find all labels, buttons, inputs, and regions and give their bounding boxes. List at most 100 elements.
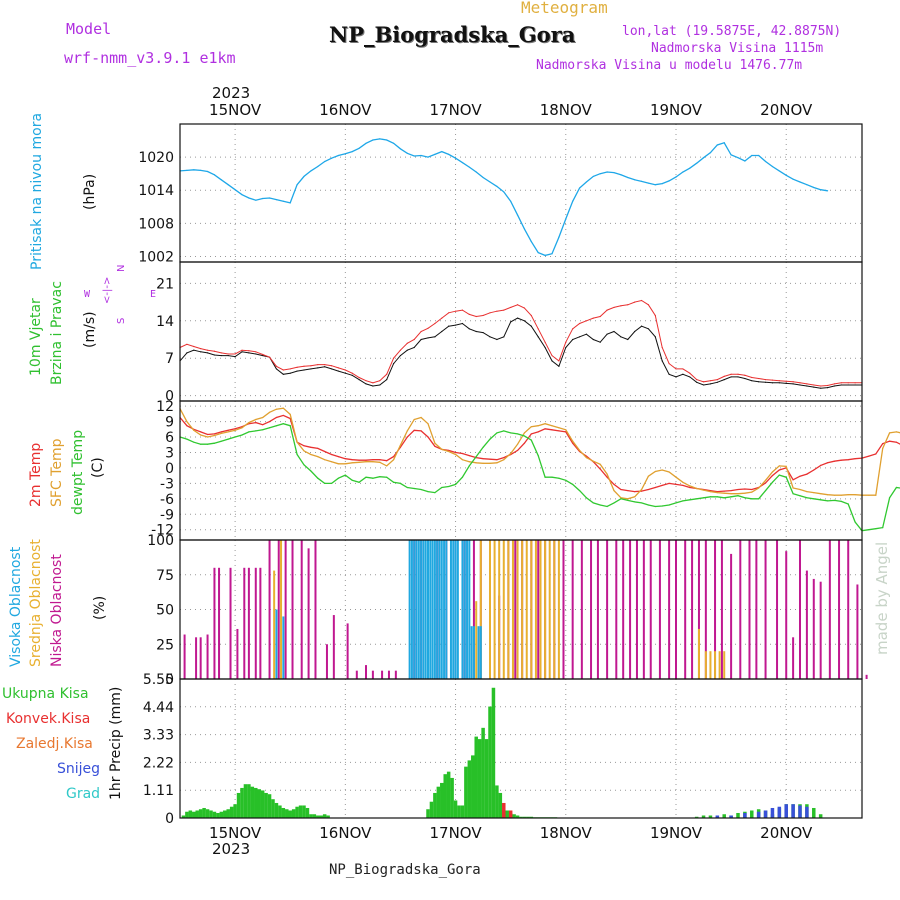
data-point (227, 438, 229, 440)
bar-cloud (805, 570, 808, 679)
meteogram-label: Meteogram (521, 0, 608, 17)
data-point (510, 452, 512, 455)
data-point (275, 368, 278, 370)
precip-hail-label: Grad (66, 786, 101, 802)
bar-cloud (463, 540, 466, 679)
data-point (716, 379, 718, 381)
bar-cloud (420, 540, 423, 679)
y-tick-label: 4.44 (143, 700, 174, 716)
data-point (461, 309, 464, 311)
data-point (220, 352, 222, 354)
data-point (654, 336, 656, 338)
data-point (248, 350, 250, 352)
data-point (709, 380, 712, 382)
data-point (275, 408, 278, 410)
data-point (372, 459, 374, 461)
data-point (565, 341, 567, 343)
bar-cloud (668, 540, 671, 679)
data-point (330, 461, 333, 463)
data-point (723, 142, 725, 144)
data-point (392, 142, 395, 144)
data-point (503, 336, 505, 338)
data-point (888, 432, 891, 434)
data-point (392, 459, 395, 461)
data-point (854, 458, 856, 460)
y-tick-label: 9 (165, 415, 174, 431)
data-point (558, 236, 560, 238)
data-point (337, 367, 340, 369)
data-point (227, 429, 229, 431)
data-point (310, 170, 312, 172)
year-top: 2023 (212, 84, 251, 102)
bar-cloud (236, 628, 239, 679)
data-point (255, 351, 257, 353)
bar-cloud (562, 540, 565, 679)
data-point (751, 498, 753, 500)
bar-precip (763, 810, 768, 818)
bar-cloud (838, 540, 841, 679)
data-point (213, 350, 216, 352)
bar-precip (436, 786, 441, 818)
bar-cloud (454, 540, 457, 679)
bar-cloud (514, 540, 517, 679)
data-point (503, 309, 505, 311)
data-point (813, 186, 815, 189)
data-point (248, 422, 250, 424)
bar-cloud (254, 567, 257, 679)
series-line-pressure-0 (179, 138, 828, 257)
data-point (503, 457, 505, 459)
data-point (516, 449, 519, 452)
bar-cloud (553, 540, 556, 679)
data-point (758, 498, 760, 500)
data-point (413, 346, 415, 349)
bar-cloud (799, 540, 801, 679)
data-point (778, 469, 780, 471)
data-point (262, 197, 264, 200)
data-point (840, 494, 842, 496)
data-point (379, 459, 381, 461)
data-point (241, 351, 243, 353)
data-point (764, 160, 767, 163)
data-point (764, 479, 767, 481)
data-point (516, 317, 519, 319)
data-point (640, 502, 643, 504)
series-line-temperature-0 (179, 414, 900, 493)
data-point (496, 338, 498, 341)
data-point (475, 462, 477, 464)
data-point (448, 325, 450, 327)
data-point (675, 376, 677, 378)
data-point (592, 175, 594, 178)
data-point (689, 376, 691, 378)
data-point (344, 463, 346, 465)
data-point (792, 381, 794, 383)
data-point (365, 142, 367, 144)
bar-cloud (847, 540, 850, 679)
bar-cloud (748, 540, 751, 679)
bar-precip (181, 815, 186, 818)
data-point (413, 487, 415, 490)
data-point (324, 364, 326, 366)
altitude-info: Nadmorska Visina 1115m (651, 41, 824, 56)
data-point (833, 385, 836, 387)
data-point (392, 456, 395, 458)
data-point (799, 384, 801, 386)
data-point (868, 494, 870, 496)
data-point (530, 433, 532, 435)
y-tick-label: 1.11 (143, 783, 174, 799)
data-point (337, 463, 340, 465)
bar-precip (429, 801, 434, 818)
data-point (344, 474, 346, 476)
y-tick-label: 75 (156, 568, 174, 584)
data-point (427, 436, 429, 438)
data-point (406, 342, 408, 344)
data-point (813, 469, 815, 471)
data-point (758, 487, 760, 489)
data-point (427, 156, 429, 158)
data-point (634, 496, 636, 498)
data-point (289, 372, 291, 374)
data-point (613, 330, 615, 333)
data-point (702, 497, 705, 499)
data-point (289, 202, 291, 204)
data-point (627, 338, 629, 341)
